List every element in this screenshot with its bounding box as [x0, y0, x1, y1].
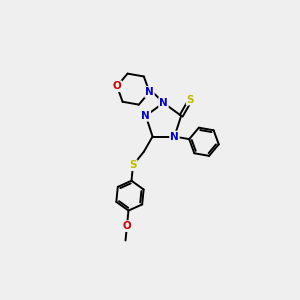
- Text: N: N: [159, 98, 168, 108]
- Text: S: S: [187, 94, 194, 105]
- Text: N: N: [170, 131, 179, 142]
- Text: N: N: [145, 87, 154, 97]
- Text: O: O: [112, 81, 121, 91]
- Text: N: N: [141, 111, 150, 121]
- Text: O: O: [123, 221, 131, 231]
- Text: S: S: [129, 160, 137, 170]
